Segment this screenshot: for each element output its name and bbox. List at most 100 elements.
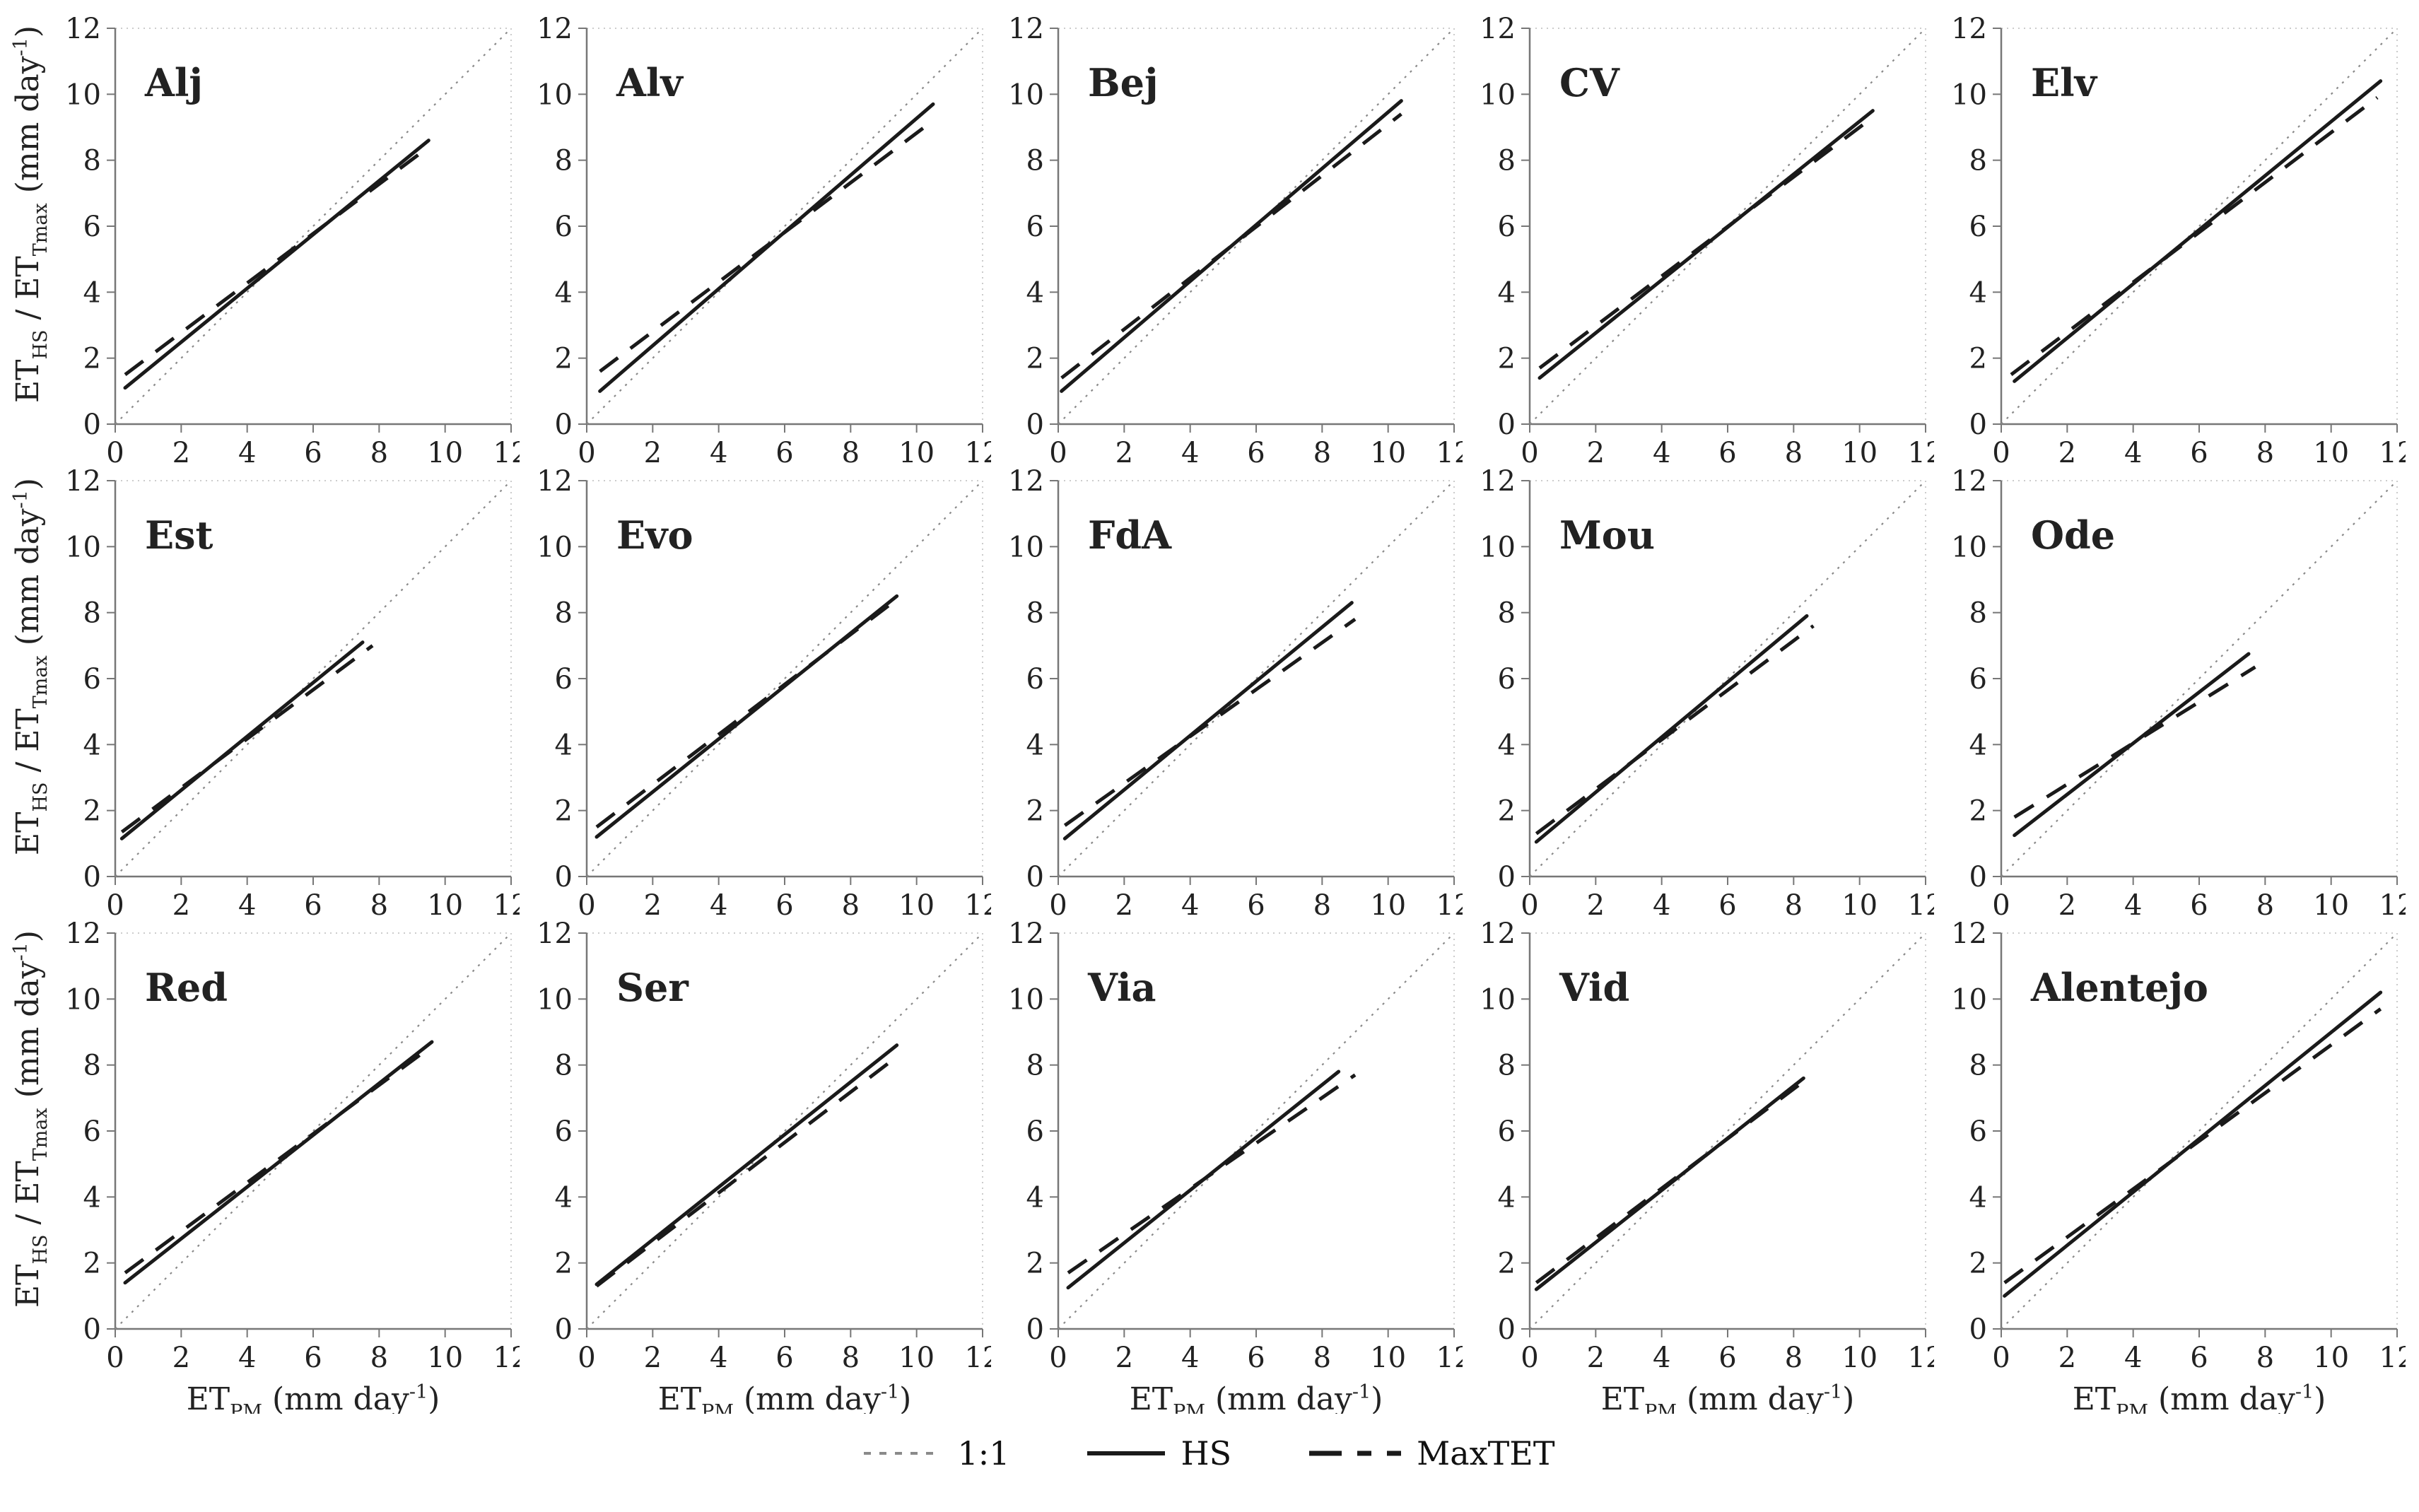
y-tick-label: 4 <box>83 276 101 309</box>
label-text: ) <box>10 25 46 37</box>
x-tick-label: 0 <box>1521 889 1538 920</box>
y-tick-label: 10 <box>1480 983 1516 1016</box>
panel-label: Alj <box>144 60 203 105</box>
x-tick-label: 2 <box>2058 889 2076 920</box>
legend-swatch-dashed-line <box>1309 1451 1402 1456</box>
panel-label: Est <box>145 512 213 558</box>
subscript: Tmax <box>30 1108 52 1161</box>
y-tick-label: 8 <box>1969 145 1987 177</box>
x-tick-label: 12 <box>1908 437 1934 468</box>
panels-grid: 002244668810101212AljETHS / ETTmax (mm d… <box>6 13 2419 1423</box>
y-tick-label: 6 <box>1026 663 1044 696</box>
legend-label: MaxTET <box>1417 1434 1555 1472</box>
x-tick-label: 4 <box>1181 889 1199 920</box>
y-tick-label: 6 <box>83 1115 101 1148</box>
x-tick-label: 8 <box>2256 889 2274 920</box>
x-tick-label: 2 <box>1587 889 1605 920</box>
panel-cell-ser: 00 2 2 4 4 6 6 8 8 10 10 12 12 Ser ETPM (mm day-1) <box>520 918 1000 1423</box>
y-tick-label: 6 <box>555 663 573 696</box>
superscript: -1 <box>1352 1381 1371 1403</box>
panel-label: FdA <box>1088 512 1172 558</box>
x-tick-label: 10 <box>1370 1342 1406 1374</box>
x-tick-label: 8 <box>1313 437 1331 468</box>
y-tick-label: 12 <box>537 468 573 498</box>
panel-cv: 00 2 2 4 4 6 6 8 8 10 10 12 12 CV <box>1480 13 1943 469</box>
y-tick-label: 0 <box>83 861 101 893</box>
subscript: PM <box>701 1401 734 1414</box>
x-tick-label: 4 <box>1653 437 1670 468</box>
x-tick-label: 8 <box>1313 889 1331 920</box>
y-tick-label: 12 <box>1008 468 1044 498</box>
y-tick-label: 2 <box>555 1248 573 1280</box>
y-axis-title: ETHS / ETTmax (mm day-1) <box>10 25 52 403</box>
y-tick-label: 8 <box>1969 1050 1987 1082</box>
label-text: ) <box>1842 1381 1854 1414</box>
panel-label: Red <box>145 965 228 1010</box>
x-tick-label: 12 <box>2379 437 2406 468</box>
y-tick-label: 4 <box>83 1181 101 1214</box>
panel-label: CV <box>1559 60 1620 105</box>
y-tick-label: 0 <box>1969 409 1987 441</box>
y-tick-label: 8 <box>1026 597 1044 630</box>
y-tick-label: 0 <box>1026 409 1044 441</box>
label-text: / ET <box>10 708 46 782</box>
x-tick-label: 4 <box>710 1342 727 1374</box>
y-tick-label: 4 <box>1026 1181 1044 1214</box>
y-tick-label: 12 <box>65 16 101 45</box>
panel-label: Elv <box>2031 60 2098 105</box>
label-text: / ET <box>10 1161 46 1234</box>
maxtet-line <box>1063 617 1357 827</box>
y-tick-label: 0 <box>1969 861 1987 893</box>
panel-alentejo: 00 2 2 4 4 6 6 8 8 10 10 12 12 Alentejo ETPM (mm day-1… <box>1951 918 2415 1423</box>
x-tick-label: 10 <box>1841 437 1878 468</box>
y-tick-label: 6 <box>83 663 101 696</box>
label-text: (mm day <box>734 1381 881 1414</box>
label-text: ET <box>187 1381 230 1414</box>
label-text: ET <box>1130 1381 1173 1414</box>
maxtet-line <box>2013 665 2256 819</box>
superscript: -1 <box>2295 1381 2314 1403</box>
x-tick-label: 0 <box>106 1342 124 1374</box>
panel-ode: 00 2 2 4 4 6 6 8 8 10 10 12 12 Ode <box>1951 465 2415 922</box>
panel-cell-evo: 00 2 2 4 4 6 6 8 8 10 10 12 12 Evo <box>520 465 1000 922</box>
y-tick-label: 2 <box>83 343 101 375</box>
x-tick-label: 4 <box>2124 889 2142 920</box>
label-text: (mm day <box>1205 1381 1352 1414</box>
panel-label: Ode <box>2031 512 2115 558</box>
superscript: -1 <box>1824 1381 1842 1403</box>
x-tick-label: 10 <box>2313 1342 2349 1374</box>
subscript: PM <box>1644 1401 1677 1414</box>
x-tick-label: 4 <box>1181 437 1199 468</box>
x-tick-label: 10 <box>2313 889 2349 920</box>
x-tick-label: 8 <box>1785 437 1803 468</box>
maxtet-line <box>124 146 430 376</box>
x-tick-label: 10 <box>898 437 935 468</box>
x-tick-label: 10 <box>427 1342 463 1374</box>
x-tick-label: 2 <box>1115 1342 1133 1374</box>
x-tick-label: 0 <box>578 1342 595 1374</box>
y-tick-label: 4 <box>1969 729 1987 761</box>
label-text: ) <box>10 930 46 942</box>
panel-cell-ode: 00 2 2 4 4 6 6 8 8 10 10 12 12 Ode <box>1934 465 2415 922</box>
x-tick-label: 2 <box>1587 1342 1605 1374</box>
panel-label: Vid <box>1559 965 1629 1010</box>
panel-evo: 00 2 2 4 4 6 6 8 8 10 10 12 12 Evo <box>537 465 1000 922</box>
y-tick-label: 6 <box>1969 663 1987 696</box>
y-tick-label: 2 <box>555 343 573 375</box>
y-tick-label: 8 <box>1969 597 1987 630</box>
y-tick-label: 10 <box>1951 983 1987 1016</box>
subscript: HS <box>30 329 52 359</box>
y-tick-label: 6 <box>555 211 573 243</box>
y-tick-label: 2 <box>1026 1248 1044 1280</box>
y-tick-label: 12 <box>1480 920 1516 950</box>
x-tick-label: 10 <box>1841 1342 1878 1374</box>
y-tick-label: 10 <box>65 983 101 1016</box>
panel-bej: 00 2 2 4 4 6 6 8 8 10 10 12 12 Bej <box>1008 13 1472 469</box>
label-text: ET <box>658 1381 701 1414</box>
x-tick-label: 0 <box>106 437 124 468</box>
y-tick-label: 6 <box>1026 1115 1044 1148</box>
x-tick-label: 4 <box>710 889 727 920</box>
superscript: -1 <box>409 1381 428 1403</box>
x-tick-label: 10 <box>898 1342 935 1374</box>
label-text: / ET <box>10 256 46 329</box>
